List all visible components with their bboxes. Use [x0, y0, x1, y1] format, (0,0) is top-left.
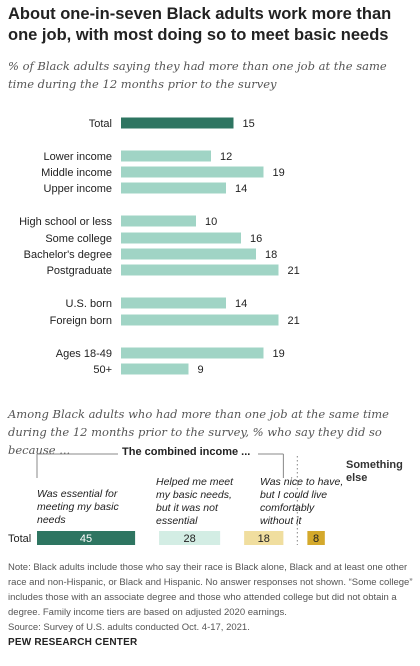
bar-value-label: 18 [265, 249, 277, 261]
bar-category-label: Lower income [44, 151, 112, 163]
bar-value-label: 14 [235, 183, 247, 195]
bar-category-label: Bachelor's degree [24, 249, 112, 261]
stacked-segment [159, 531, 221, 545]
reason-label-essential: Was essential for meeting my basic needs [37, 488, 119, 526]
bar-category-label: U.S. born [66, 298, 112, 310]
segment-value-label: 45 [80, 533, 92, 545]
bar [121, 248, 256, 260]
bar-category-label: Ages 18-49 [56, 348, 112, 360]
bar-value-label: 15 [243, 118, 255, 130]
bar-category-label: Postgraduate [47, 265, 112, 277]
bar [121, 117, 234, 129]
bar [121, 264, 279, 276]
bar [121, 150, 211, 162]
bar [121, 182, 226, 194]
bar [121, 215, 196, 227]
chart-subtitle: % of Black adults saying they had more t… [8, 59, 387, 91]
stacked-segment [37, 531, 136, 545]
stacked-category-label: Total [8, 533, 31, 545]
stacked-segment [244, 531, 284, 545]
combined-income-header: The combined income ... [122, 446, 251, 458]
source-text: Source: Survey of U.S. adults conducted … [8, 622, 250, 633]
bar-category-label: Foreign born [50, 315, 112, 327]
segment-value-label: 28 [183, 533, 195, 545]
chart-title: About one-in-seven Black adults work mor… [8, 5, 392, 44]
bar [121, 314, 279, 326]
segment-value-label: 8 [313, 533, 319, 545]
second-chart-subtitle: Among Black adults who had more than one… [8, 407, 389, 457]
bar-value-label: 10 [205, 216, 217, 228]
bar-category-label: Upper income [44, 183, 112, 195]
bar-value-label: 19 [273, 167, 285, 179]
bar-value-label: 19 [273, 348, 285, 360]
reason-label-nice: Was nice to have, but I could live comfo… [260, 476, 344, 527]
bar-value-label: 9 [198, 364, 204, 376]
bar-category-label: Middle income [41, 167, 112, 179]
bar-category-label: 50+ [93, 364, 112, 376]
bar-value-label: 12 [220, 151, 232, 163]
bar [121, 363, 189, 375]
brand-logo-text: PEW RESEARCH CENTER [8, 637, 138, 648]
reason-label-other: Something else [346, 459, 403, 484]
note-text: Note: Black adults include those who say… [8, 562, 413, 618]
bar-category-label: Some college [45, 233, 112, 245]
stacked-segment [307, 531, 325, 545]
bar-value-label: 14 [235, 298, 247, 310]
reason-label-helped: Helped me meet my basic needs, but it wa… [156, 476, 234, 527]
bar-category-label: Total [89, 118, 112, 130]
segment-value-label: 18 [258, 533, 270, 545]
stacked-bar-reasons: Total 45 28 18 8 [8, 453, 325, 545]
bar-value-label: 16 [250, 233, 262, 245]
chart-notes: Note: Black adults include those who say… [8, 560, 414, 635]
bar [121, 347, 264, 359]
bar [121, 232, 241, 244]
bar-chart-multiple-jobs: Total 15 Lower income 12 Middle income 19 Uppe… [19, 117, 300, 376]
bar-value-label: 21 [288, 315, 300, 327]
bar [121, 166, 264, 178]
bar-value-label: 21 [288, 265, 300, 277]
bar-category-label: High school or less [19, 216, 112, 228]
bar [121, 297, 226, 309]
